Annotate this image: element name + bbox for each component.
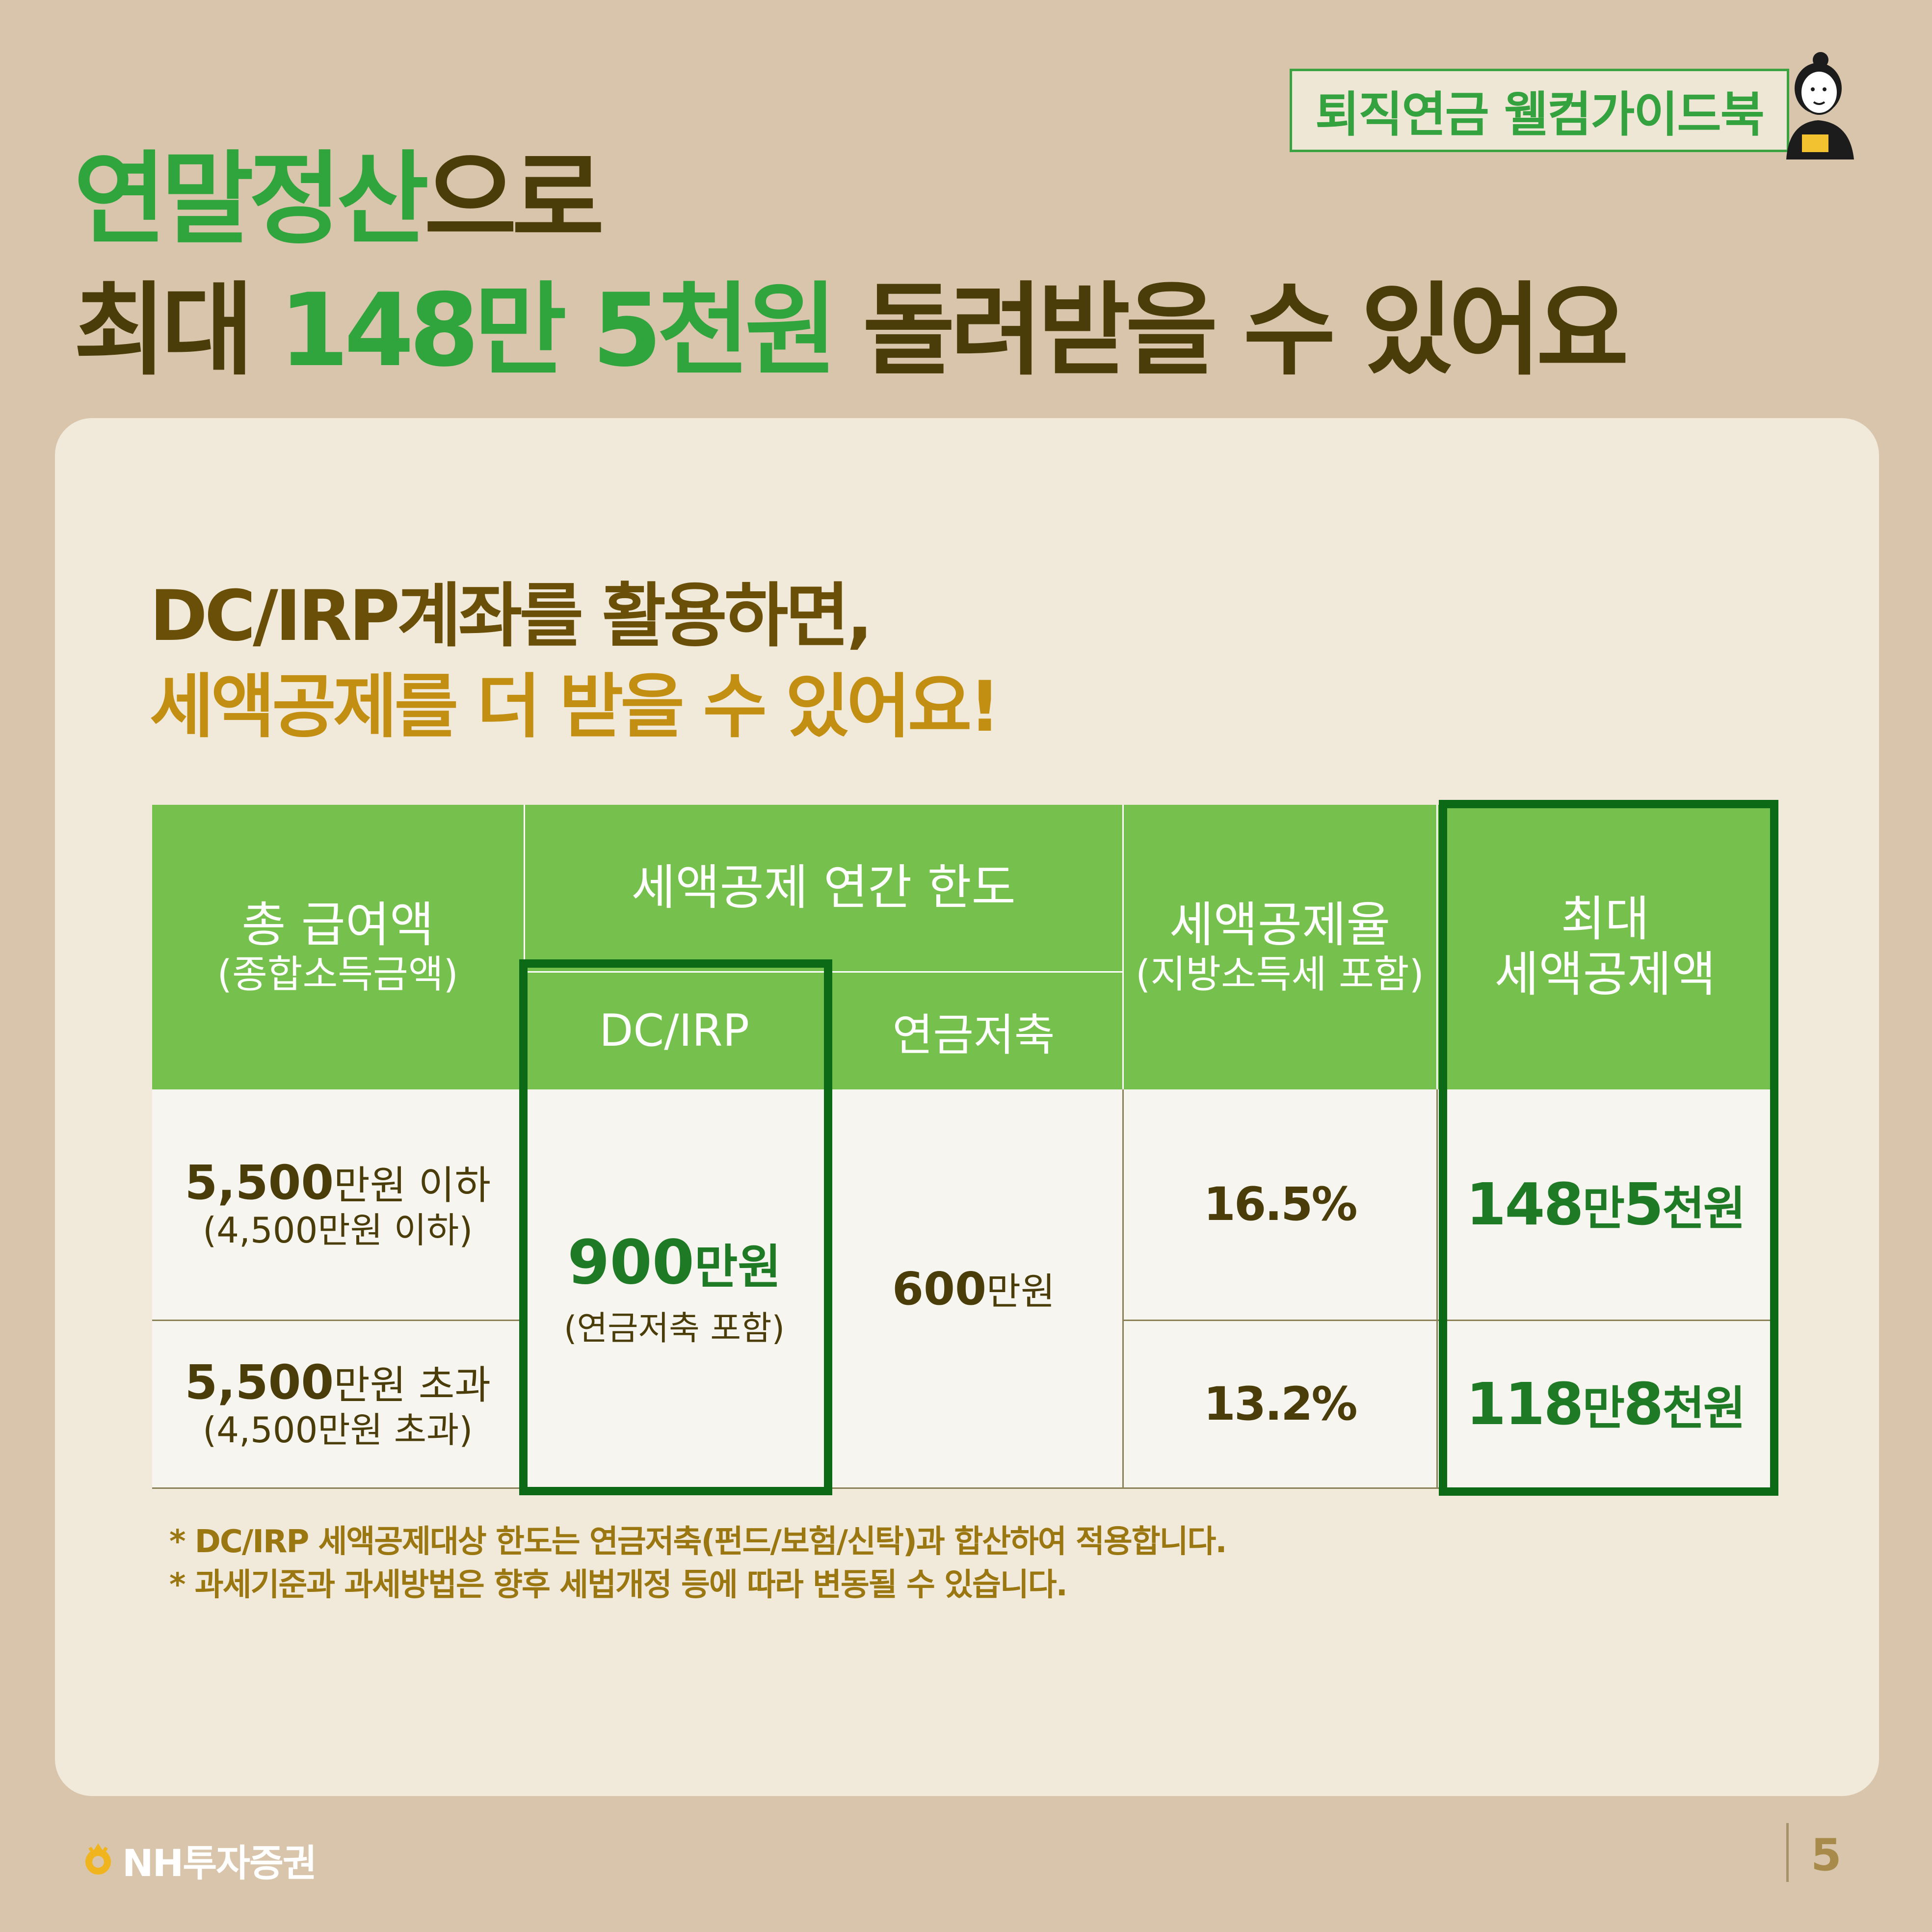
header-max-deduction: 최대 세액공제액 xyxy=(1436,805,1773,1089)
headline-amount: 148만 5천원 xyxy=(279,272,838,389)
income-cell: 5,500만원 초과 (4,500만원 초과) xyxy=(152,1320,524,1489)
income-cell: 5,500만원 이하 (4,500만원 이하) xyxy=(152,1089,524,1321)
dc-limit-sub: (연금저축 포함) xyxy=(563,1309,785,1348)
header-dc-irp: DC/IRP xyxy=(523,971,824,1089)
dc-irp-limit-cell: 900만원 (연금저축 포함) xyxy=(523,1089,824,1489)
max-amount: 5 xyxy=(1623,1170,1664,1239)
max-deduction-cell: 148만5천원 xyxy=(1436,1089,1773,1321)
mascot-illustration xyxy=(1786,52,1854,159)
income-unit: 만원 초과 xyxy=(334,1362,491,1408)
pension-limit-unit: 만원 xyxy=(986,1270,1055,1314)
page-number: 5 xyxy=(1811,1829,1842,1881)
max-amount: 148 xyxy=(1466,1170,1584,1239)
income-sub: (4,500만원 초과) xyxy=(203,1409,473,1451)
nh-logo-icon xyxy=(85,1843,111,1875)
income-unit: 만원 이하 xyxy=(334,1163,491,1209)
header-deduction-rate-label: 세액공제율 xyxy=(1169,897,1391,953)
footnote-2: * 과세기준과 과세방법은 향후 세법개정 등에 따라 변동될 수 있습니다. xyxy=(169,1567,1068,1603)
rate-value: 16.5% xyxy=(1203,1177,1357,1231)
max-unit: 만 xyxy=(1582,1382,1625,1435)
headline-text: 으로 xyxy=(424,141,604,258)
max-unit: 천원 xyxy=(1662,1382,1746,1435)
max-deduction-cell: 118만8천원 xyxy=(1436,1320,1773,1489)
footnote-1: * DC/IRP 세액공제대상 한도는 연금저축(펀드/보험/신탁)과 합산하여… xyxy=(169,1524,1227,1560)
headline-green-text: 연말정산 xyxy=(74,141,429,258)
max-amount: 8 xyxy=(1623,1370,1664,1438)
income-amount: 5,500 xyxy=(185,1355,334,1410)
headline-text: 최대 xyxy=(74,272,279,389)
subtitle-line-1: DC/IRP계좌를 활용하면, xyxy=(150,576,873,657)
header-annual-limit-label: 세액공제 연간 한도 xyxy=(631,859,1016,916)
income-sub: (4,500만원 이하) xyxy=(203,1209,473,1251)
badge-label: 퇴직연금 웰컴가이드북 xyxy=(1315,87,1765,143)
nh-logo: NH투자증권 xyxy=(81,1833,317,1887)
table-row: 5,500만원 초과 (4,500만원 초과) 13.2% 118만8천원 xyxy=(152,1320,1773,1489)
header-deduction-rate: 세액공제율 (지방소득세 포함) xyxy=(1122,805,1437,1089)
header-annual-limit: 세액공제 연간 한도 xyxy=(523,805,1123,972)
headline-line-1: 연말정산으로 xyxy=(74,150,605,250)
brand-name: NH투자증권 xyxy=(122,1841,317,1885)
guidebook-badge: 퇴직연금 웰컴가이드북 xyxy=(1290,69,1789,152)
header-total-income-label: 총 급여액 xyxy=(241,897,434,953)
header-max-line-1: 최대 xyxy=(1561,891,1649,948)
table-row: 5,500만원 이하 (4,500만원 이하) 900만원 (연금저축 포함) … xyxy=(152,1089,1773,1489)
rate-cell: 13.2% xyxy=(1122,1320,1437,1489)
pension-limit-cell: 600만원 xyxy=(823,1089,1123,1489)
pension-limit-amount: 600 xyxy=(892,1263,987,1316)
header-total-income: 총 급여액 (종합소득금액) xyxy=(152,805,524,1089)
max-unit: 천원 xyxy=(1662,1182,1746,1236)
header-pension-label: 연금저축 xyxy=(892,1009,1055,1061)
max-unit: 만 xyxy=(1582,1182,1625,1236)
header-max-line-2: 세액공제액 xyxy=(1494,947,1716,1003)
dc-limit-amount: 900 xyxy=(567,1227,695,1298)
header-dc-irp-label: DC/IRP xyxy=(599,1005,749,1057)
page-divider xyxy=(1786,1823,1789,1882)
tax-deduction-table: 총 급여액 (종합소득금액) 세액공제 연간 한도 세액공제율 (지방소득세 포… xyxy=(152,805,1773,1489)
headline-text: 돌려받을 수 있어요 xyxy=(832,272,1629,389)
max-amount: 118 xyxy=(1466,1370,1584,1438)
header-total-income-sub: (종합소득금액) xyxy=(217,952,458,997)
income-amount: 5,500 xyxy=(185,1155,334,1211)
header-pension-savings: 연금저축 xyxy=(823,971,1123,1089)
rate-value: 13.2% xyxy=(1203,1377,1357,1431)
dc-limit-unit: 만원 xyxy=(694,1239,781,1295)
header-deduction-rate-sub: (지방소득세 포함) xyxy=(1136,952,1424,997)
subtitle-line-2: 세액공제를 더 받을 수 있어요! xyxy=(150,666,1001,747)
rate-cell: 16.5% xyxy=(1122,1089,1437,1321)
headline-line-2: 최대 148만 5천원 돌려받을 수 있어요 xyxy=(74,281,1629,381)
